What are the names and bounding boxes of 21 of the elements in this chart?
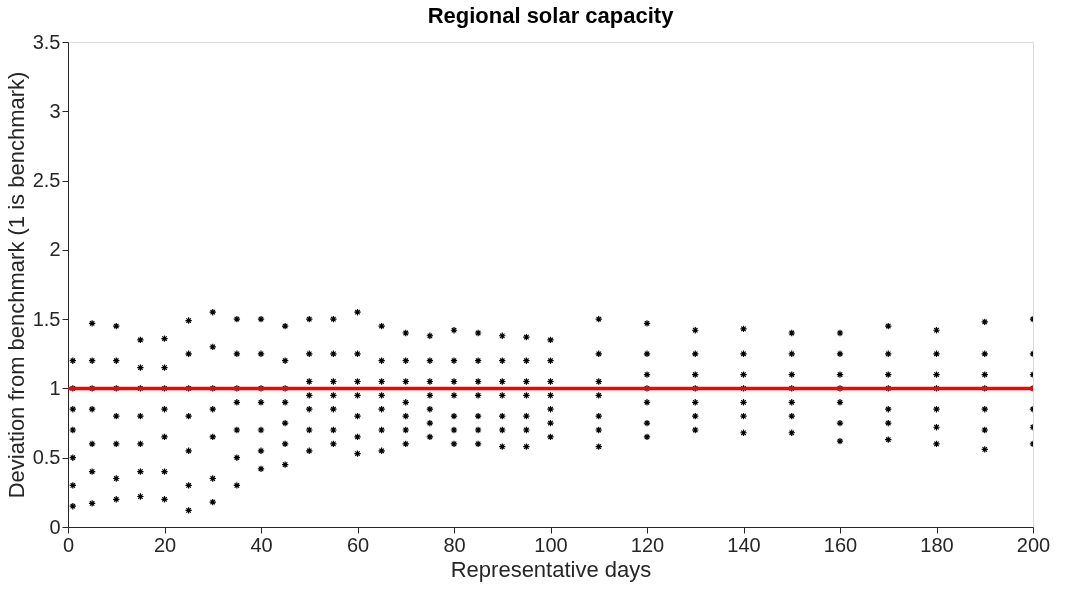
y-tick-label: 3.5: [32, 30, 61, 53]
x-tick-label: 160: [823, 533, 858, 556]
x-tick-label: 20: [153, 533, 177, 556]
x-tick-label: 100: [534, 533, 568, 556]
x-tick-label: 120: [630, 533, 665, 556]
y-tick-label: 0.5: [32, 446, 61, 469]
x-tick-label: 80: [443, 533, 466, 556]
x-tick-label: 140: [727, 533, 761, 556]
y-tick-label: 0: [49, 515, 61, 538]
x-tick-label: 40: [250, 533, 273, 556]
chart-title: Regional solar capacity: [427, 3, 675, 28]
y-tick-label: 1.5: [32, 307, 61, 330]
y-axis-title: Deviation from benchmark (1 is benchmark): [3, 71, 29, 499]
y-tick-label: 2: [49, 238, 61, 261]
y-tick-label: 3: [49, 99, 61, 122]
x-tick-label: 180: [920, 533, 954, 556]
x-tick-label: 200: [1016, 533, 1051, 556]
y-tick-label: 1: [49, 376, 61, 399]
x-tick-label: 60: [346, 533, 370, 556]
x-axis-title: Representative days: [450, 556, 652, 582]
y-tick-label: 2.5: [32, 169, 61, 192]
